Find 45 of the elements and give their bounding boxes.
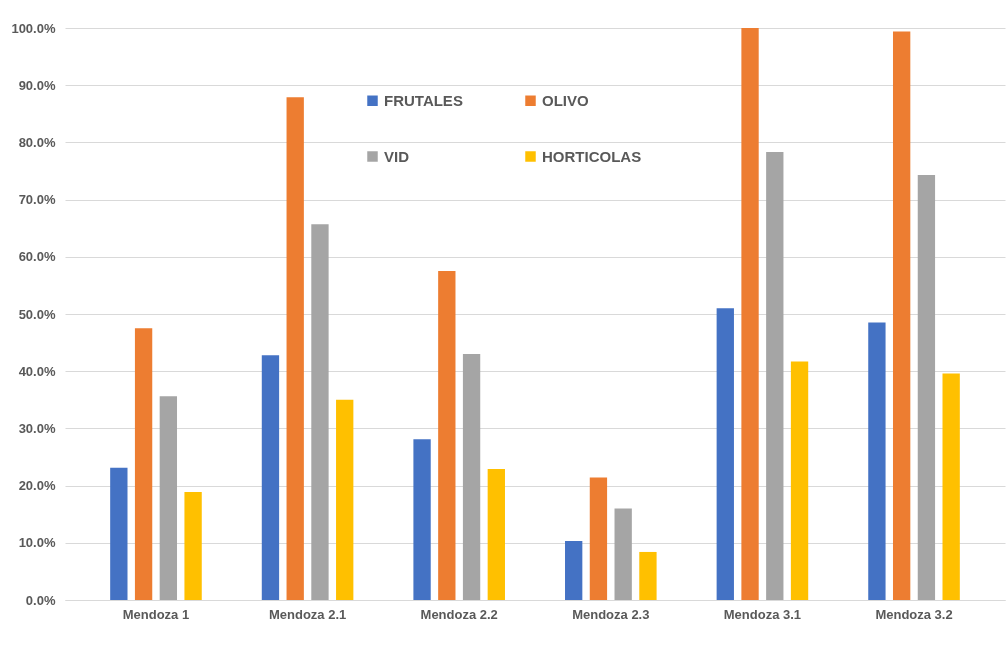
bar bbox=[413, 439, 431, 600]
bar bbox=[589, 477, 608, 600]
y-tick-label: 70.0% bbox=[18, 192, 56, 208]
bar bbox=[766, 152, 784, 600]
bar bbox=[741, 28, 759, 600]
bar bbox=[892, 31, 911, 600]
y-tick-label: 20.0% bbox=[18, 478, 56, 494]
legend-label: FRUTALES bbox=[384, 91, 463, 109]
bar bbox=[134, 328, 153, 600]
x-tick-label: Mendoza 2.3 bbox=[572, 606, 650, 622]
legend-label: OLIVO bbox=[542, 91, 589, 109]
y-tick-label: 90.0% bbox=[18, 77, 56, 93]
x-tick-label: Mendoza 3.2 bbox=[875, 606, 953, 622]
y-tick-label: 50.0% bbox=[18, 306, 56, 322]
bar bbox=[716, 308, 734, 600]
bar bbox=[639, 551, 657, 600]
bar bbox=[110, 467, 128, 600]
x-tick-label: Mendoza 3.1 bbox=[723, 606, 802, 622]
bar bbox=[462, 354, 481, 600]
y-tick-label: 10.0% bbox=[18, 535, 56, 551]
bar bbox=[286, 97, 304, 600]
y-tick-label: 80.0% bbox=[18, 134, 56, 150]
bar bbox=[184, 491, 202, 600]
bar bbox=[487, 469, 505, 600]
legend-label: HORTICOLAS bbox=[542, 147, 642, 165]
bar bbox=[868, 322, 886, 600]
y-tick-label: 60.0% bbox=[18, 249, 56, 265]
bar bbox=[336, 399, 354, 600]
bar bbox=[917, 175, 936, 600]
y-tick-label: 40.0% bbox=[18, 363, 56, 379]
bar bbox=[438, 271, 456, 600]
y-tick-label: 0.0% bbox=[25, 592, 56, 608]
bar bbox=[565, 541, 583, 600]
x-tick-label: Mendoza 2.2 bbox=[420, 606, 498, 622]
y-tick-label: 100.0% bbox=[11, 20, 56, 36]
x-tick-label: Mendoza 1 bbox=[122, 606, 190, 622]
bar bbox=[790, 361, 809, 600]
bar bbox=[159, 396, 178, 600]
y-tick-label: 30.0% bbox=[18, 420, 56, 436]
legend-label: VID bbox=[384, 147, 410, 165]
bar bbox=[942, 373, 960, 600]
bar bbox=[261, 355, 280, 600]
x-tick-label: Mendoza 2.1 bbox=[268, 606, 347, 622]
bar bbox=[311, 224, 329, 600]
bar bbox=[614, 508, 632, 600]
